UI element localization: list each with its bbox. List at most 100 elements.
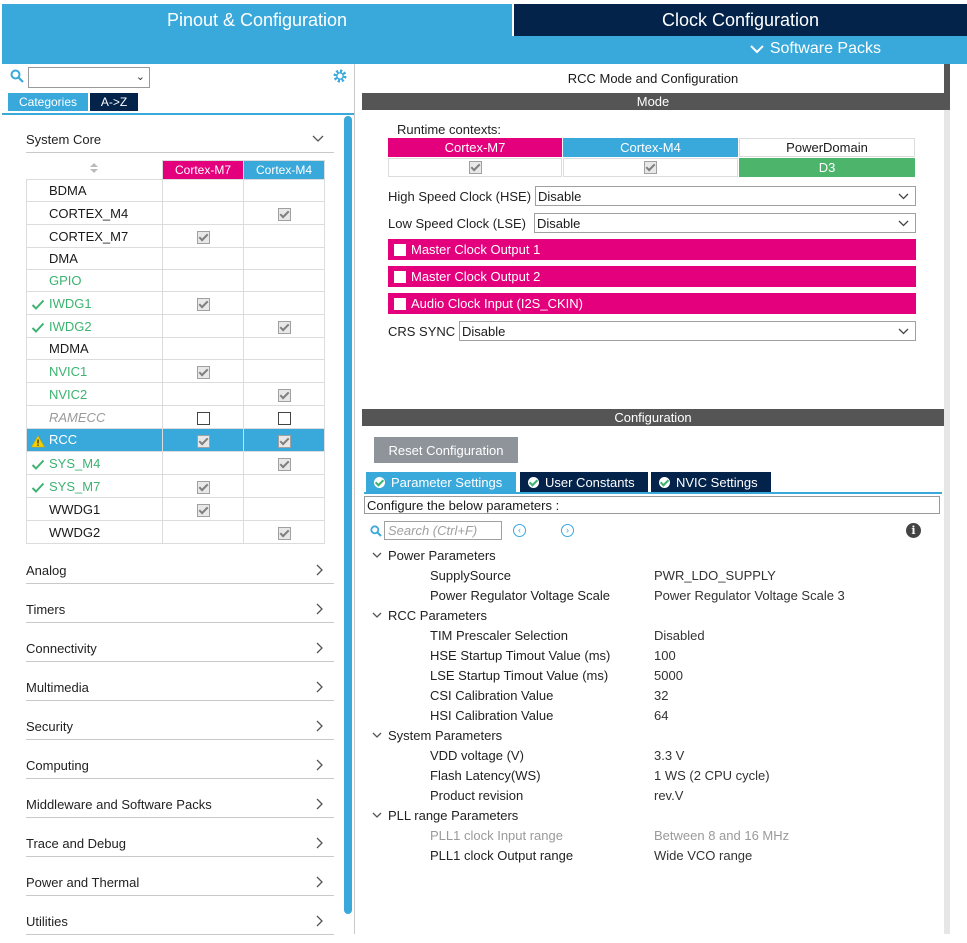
software-packs-label: Software Packs [769, 40, 881, 57]
ip-row[interactable]: MDMA [26, 337, 325, 360]
param-value[interactable]: Disabled [654, 628, 705, 643]
param-group[interactable]: RCC Parameters [372, 608, 487, 623]
group-connectivity[interactable]: Connectivity [26, 635, 334, 662]
ctx-checkbox-m7[interactable] [468, 161, 482, 174]
left-scrollbar[interactable] [344, 116, 352, 914]
group-analog[interactable]: Analog [26, 557, 334, 584]
info-icon[interactable]: i [906, 523, 921, 538]
search-icon[interactable] [10, 69, 24, 83]
param-value[interactable]: 3.3 V [654, 748, 685, 763]
ip-row-name: NVIC1 [26, 359, 163, 383]
group-system-core[interactable]: System Core [26, 126, 334, 153]
group-middleware-and-software-packs[interactable]: Middleware and Software Packs [26, 791, 334, 818]
m4-checkbox[interactable] [277, 434, 291, 448]
ctx-checkbox-cell-m7[interactable] [388, 158, 562, 177]
segment-a-z[interactable]: A->Z [90, 93, 138, 111]
ctx-checkbox-m4[interactable] [644, 161, 657, 174]
sort-column-header[interactable] [26, 160, 163, 180]
ip-row[interactable]: IWDG2 [26, 314, 325, 338]
tab-clock-configuration[interactable]: Clock Configuration [514, 4, 967, 36]
search-previous-icon[interactable]: ‹ [513, 524, 526, 537]
hse-select[interactable]: Disable [535, 186, 916, 206]
param-value[interactable]: 100 [654, 648, 676, 663]
param-value[interactable]: 64 [654, 708, 669, 723]
ip-row[interactable]: DMA [26, 247, 325, 270]
ip-row[interactable]: CORTEX_M4 [26, 201, 325, 225]
ip-row[interactable]: SYS_M7 [26, 474, 325, 498]
m7-checkbox[interactable] [196, 480, 210, 494]
ip-cell-m7 [162, 520, 244, 544]
group-multimedia[interactable]: Multimedia [26, 674, 334, 701]
m7-checkbox[interactable] [196, 365, 210, 379]
right-scrollbar-arrow[interactable] [944, 64, 950, 110]
m7-checkbox[interactable] [196, 434, 210, 448]
param-group[interactable]: System Parameters [372, 728, 502, 743]
mco2-checkbox[interactable] [394, 270, 406, 283]
segment-categories[interactable]: Categories [8, 93, 88, 111]
search-next-icon[interactable]: › [561, 524, 574, 537]
crs-sync-select[interactable]: Disable [459, 321, 916, 341]
ip-row[interactable]: BDMA [26, 179, 325, 202]
mco1-row[interactable]: Master Clock Output 1 [388, 239, 916, 260]
m7-checkbox[interactable] [196, 230, 210, 244]
search-combo[interactable]: ⌄ [28, 67, 150, 88]
reset-configuration-button[interactable]: Reset Configuration [374, 437, 518, 463]
ip-row[interactable]: NVIC2 [26, 382, 325, 406]
param-value[interactable]: 32 [654, 688, 669, 703]
mco1-label: Master Clock Output 1 [411, 242, 541, 257]
group-utilities[interactable]: Utilities [26, 908, 334, 935]
m7-checkbox[interactable] [196, 503, 210, 517]
tab-user-constants-label: User Constants [545, 474, 635, 490]
ip-row-label: SYS_M7 [49, 478, 101, 494]
m4-checkbox[interactable] [277, 207, 291, 221]
group-label: Utilities [26, 913, 68, 929]
ip-row[interactable]: RCC [26, 428, 325, 452]
param-value[interactable]: Power Regulator Voltage Scale 3 [654, 588, 845, 603]
group-power-and-thermal[interactable]: Power and Thermal [26, 869, 334, 896]
mco1-checkbox[interactable] [394, 243, 406, 256]
m4-checkbox[interactable] [277, 320, 291, 334]
ip-row[interactable]: IWDG1 [26, 291, 325, 315]
tab-nvic-settings[interactable]: NVIC Settings [651, 472, 771, 492]
param-value[interactable]: Between 8 and 16 MHz [654, 828, 790, 843]
param-group[interactable]: PLL range Parameters [372, 808, 518, 823]
chevron-right-icon [316, 915, 323, 927]
param-group[interactable]: Power Parameters [372, 548, 496, 563]
lse-select[interactable]: Disable [534, 213, 916, 233]
ip-row[interactable]: WWDG2 [26, 520, 325, 544]
param-value[interactable]: Wide VCO range [654, 848, 753, 863]
group-trace-and-debug[interactable]: Trace and Debug [26, 830, 334, 857]
param-value[interactable]: 1 WS (2 CPU cycle) [654, 768, 770, 783]
ip-cell-m7 [162, 428, 244, 452]
param-value[interactable]: 5000 [654, 668, 683, 683]
m7-checkbox[interactable] [196, 411, 210, 425]
m4-checkbox[interactable] [277, 457, 291, 471]
ip-row[interactable]: WWDG1 [26, 497, 325, 521]
tab-parameter-settings[interactable]: Parameter Settings [366, 472, 516, 492]
tab-pinout-configuration[interactable]: Pinout & Configuration [2, 4, 512, 36]
m4-checkbox[interactable] [277, 388, 291, 402]
param-key: PLL1 clock Output range [430, 848, 574, 863]
software-packs-menu[interactable]: Software Packs [750, 40, 881, 58]
tab-user-constants[interactable]: User Constants [520, 472, 648, 492]
right-scrollbar-track[interactable] [944, 64, 950, 934]
group-computing[interactable]: Computing [26, 752, 334, 779]
gear-icon[interactable] [332, 68, 348, 84]
ctx-checkbox-cell-m4[interactable] [563, 158, 738, 177]
m7-checkbox[interactable] [196, 297, 210, 311]
m4-checkbox[interactable] [277, 526, 291, 540]
param-value[interactable]: rev.V [654, 788, 684, 803]
group-security[interactable]: Security [26, 713, 334, 740]
ip-row[interactable]: NVIC1 [26, 359, 325, 383]
ip-row[interactable]: RAMECC [26, 405, 325, 429]
group-timers[interactable]: Timers [26, 596, 334, 623]
mco2-row[interactable]: Master Clock Output 2 [388, 266, 916, 287]
param-value[interactable]: PWR_LDO_SUPPLY [654, 568, 776, 583]
i2s-ckin-checkbox[interactable] [394, 297, 406, 310]
ip-row[interactable]: CORTEX_M7 [26, 224, 325, 248]
ip-row[interactable]: GPIO [26, 269, 325, 292]
ip-row[interactable]: SYS_M4 [26, 451, 325, 475]
m4-checkbox[interactable] [277, 411, 291, 425]
parameter-search-input[interactable]: Search (Ctrl+F) [384, 521, 502, 540]
i2s-ckin-row[interactable]: Audio Clock Input (I2S_CKIN) [388, 293, 916, 314]
